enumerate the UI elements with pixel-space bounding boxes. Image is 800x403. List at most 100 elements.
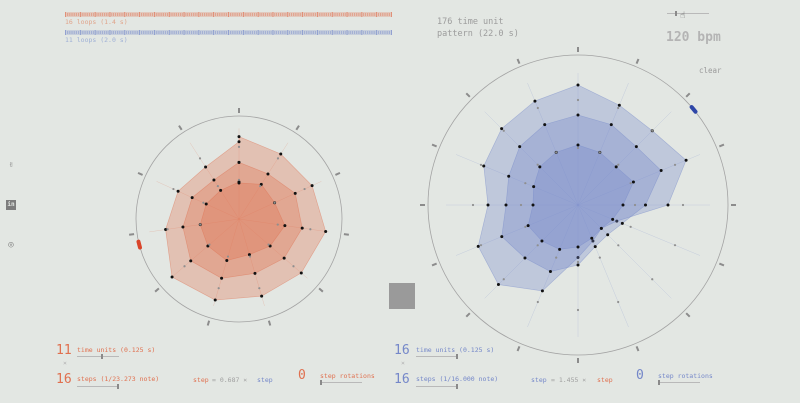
rest-dot — [524, 225, 527, 228]
left-rhythm-circle[interactable] — [128, 108, 350, 326]
step-dot — [220, 276, 224, 280]
rest-dot — [309, 228, 312, 231]
step-dot — [213, 298, 217, 302]
rest-dot — [208, 243, 211, 246]
step-dot — [621, 203, 625, 207]
left-time-units-marker: × — [63, 359, 67, 367]
playhead-handle[interactable] — [136, 239, 142, 250]
step-tick — [343, 233, 350, 236]
step-tick — [516, 58, 521, 65]
step-tick — [154, 287, 160, 293]
spoke — [156, 181, 240, 220]
step-dot — [282, 256, 286, 260]
tempo-slider[interactable] — [667, 11, 709, 16]
step-dot — [189, 259, 193, 263]
step-dot — [666, 203, 670, 207]
step-tick — [685, 92, 691, 98]
step-dot — [609, 123, 613, 127]
spoke — [170, 218, 240, 279]
rest-dot — [479, 244, 483, 247]
step-tick — [335, 171, 341, 176]
step-dot — [538, 165, 542, 169]
rest-dot — [617, 244, 620, 247]
right-steps-value[interactable]: 16 — [394, 372, 410, 387]
step-dot — [576, 143, 580, 147]
right-time-units-label: time units (0.125 s) — [416, 346, 495, 354]
step-dot — [504, 203, 508, 207]
step-dot — [617, 103, 621, 107]
step-dot — [620, 221, 624, 225]
right-time-units-value[interactable]: 16 — [394, 343, 410, 358]
step-dot — [204, 202, 208, 206]
left-rotations-value[interactable]: 0 — [298, 368, 306, 383]
rhythm-circle-outline — [427, 54, 729, 356]
linkedin-icon[interactable]: in — [6, 200, 16, 210]
spoke — [455, 204, 579, 256]
pattern-length-line1: 176 time unit — [437, 17, 504, 27]
rest-dot — [536, 300, 539, 304]
clear-button[interactable]: clear — [699, 66, 722, 75]
github-icon[interactable]: ◎ — [8, 240, 14, 250]
tempo-slider-thumb[interactable] — [675, 11, 677, 16]
rest-dot — [237, 145, 241, 148]
rest-dot — [536, 106, 539, 110]
step-tick — [635, 345, 640, 352]
left-rotations-label: step rotations — [320, 372, 375, 380]
right-steps-slider[interactable] — [416, 384, 458, 389]
step-dot — [225, 259, 229, 263]
step-dot — [260, 294, 264, 298]
about-icon[interactable]: ✌ — [8, 160, 14, 169]
right-time-units-slider[interactable] — [416, 354, 458, 359]
right-rotations-value[interactable]: 0 — [636, 368, 644, 383]
right-rotations-slider[interactable] — [658, 380, 700, 385]
spoke — [577, 204, 672, 299]
stop-button[interactable] — [389, 283, 415, 309]
step-dot — [237, 160, 241, 164]
spoke — [238, 218, 265, 307]
rest-dot — [598, 151, 601, 154]
right-rhythm-circle[interactable] — [420, 47, 736, 363]
spoke — [213, 218, 240, 307]
step-dot — [576, 256, 580, 259]
step-tick — [718, 262, 725, 267]
step-dot — [576, 113, 580, 117]
rest-dot — [172, 187, 175, 191]
rest-dot — [576, 260, 580, 264]
rest-dot — [555, 256, 558, 259]
rest-dot — [217, 287, 220, 290]
cursor-icon: ☝ — [680, 11, 686, 21]
left-steps-value[interactable]: 16 — [56, 372, 72, 387]
spoke — [577, 204, 701, 256]
step-dot — [540, 239, 544, 243]
step-dot — [518, 145, 522, 149]
left-step-ratio-suffix: step — [257, 376, 273, 384]
spoke — [238, 142, 289, 220]
left-steps-slider[interactable] — [77, 384, 119, 389]
left-rotations-slider[interactable] — [320, 380, 362, 385]
rest-dot — [576, 308, 580, 312]
spoke — [238, 218, 308, 279]
step-dot — [299, 271, 303, 275]
step-dot — [540, 289, 544, 293]
rest-dot — [673, 244, 677, 247]
blue-loop-bar — [65, 30, 392, 35]
step-dot — [576, 263, 580, 267]
right-step-ratio-suffix: step — [597, 376, 613, 384]
rest-dot — [259, 184, 262, 188]
step-dot — [576, 245, 580, 249]
spoke — [455, 154, 579, 206]
step-dot — [247, 253, 251, 257]
left-time-units-slider[interactable] — [77, 354, 119, 359]
step-tick — [465, 312, 471, 318]
left-steps-label: steps (1/23.273 note) — [77, 375, 160, 383]
left-time-units-label: time units (0.125 s) — [77, 346, 156, 354]
step-dot — [599, 226, 603, 230]
playhead-handle[interactable] — [689, 104, 698, 114]
step-dot — [500, 127, 504, 131]
left-time-units-value[interactable]: 11 — [56, 343, 72, 358]
step-dot — [631, 180, 635, 184]
rest-dot — [629, 182, 632, 185]
spoke — [577, 111, 672, 206]
right-step-ratio-value: = 1.455 × — [551, 376, 587, 384]
